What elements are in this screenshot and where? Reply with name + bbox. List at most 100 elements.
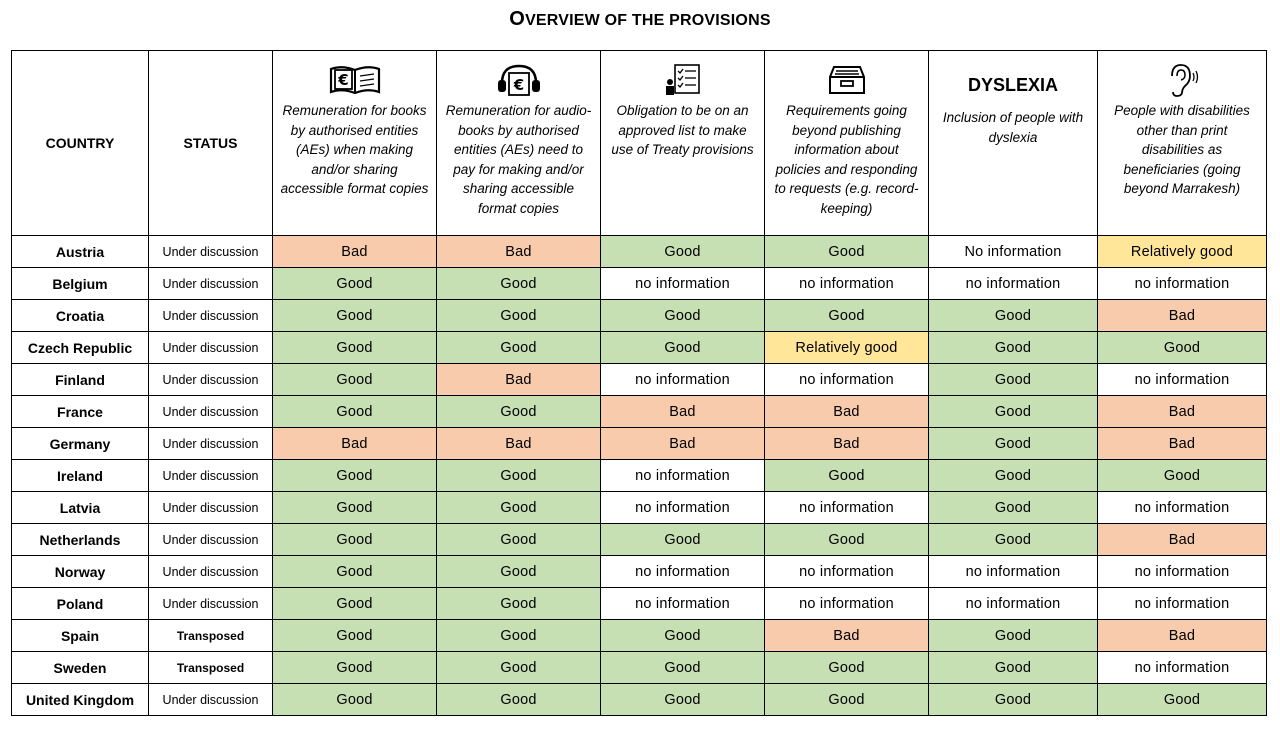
- rating-cell: Good: [436, 555, 601, 588]
- rating-cell: Good: [272, 267, 437, 300]
- rating-cell: Good: [436, 523, 601, 556]
- rating-cell: Good: [272, 459, 437, 492]
- ear-icon: [1162, 63, 1202, 97]
- column-header-approved-list: Obligation to be on an approved list to …: [600, 50, 765, 236]
- provisions-table: COUNTRY STATUS €: [11, 50, 1267, 716]
- rating-cell: Bad: [436, 363, 601, 396]
- rating-cell: Bad: [600, 395, 765, 428]
- table-row: Poland Under discussion Good Good no informa…: [11, 587, 1267, 620]
- status-cell: Under discussion: [148, 331, 273, 364]
- rating-cell: Good: [436, 587, 601, 620]
- rating-cell: Bad: [764, 427, 929, 460]
- rating-cell: Good: [600, 619, 765, 652]
- status-cell: Under discussion: [148, 491, 273, 524]
- rating-cell: No information: [928, 235, 1098, 268]
- column-header-text: Remuneration for books by authorised ent…: [280, 103, 429, 196]
- rating-cell: Bad: [1097, 523, 1267, 556]
- rating-cell: Good: [764, 683, 929, 716]
- rating-cell: Good: [272, 331, 437, 364]
- page-title: Overview of the provisions: [509, 8, 771, 30]
- country-cell: Finland: [11, 363, 149, 396]
- rating-cell: no information: [600, 587, 765, 620]
- svg-text:€: €: [512, 76, 523, 94]
- rating-cell: Good: [600, 683, 765, 716]
- status-cell: Under discussion: [148, 427, 273, 460]
- status-cell: Transposed: [148, 651, 273, 684]
- table-row: Norway Under discussion Good Good no informa…: [11, 555, 1267, 588]
- table-row: Croatia Under discussion Good Good Good Good G…: [11, 299, 1267, 332]
- country-cell: Netherlands: [11, 523, 149, 556]
- status-cell: Under discussion: [148, 235, 273, 268]
- rating-cell: Good: [1097, 683, 1267, 716]
- table-row: Latvia Under discussion Good Good no informa…: [11, 491, 1267, 524]
- table-row: Netherlands Under discussion Good Good Good G…: [11, 523, 1267, 556]
- status-cell: Under discussion: [148, 459, 273, 492]
- country-cell: Latvia: [11, 491, 149, 524]
- country-cell: Spain: [11, 619, 149, 652]
- rating-cell: Good: [928, 395, 1098, 428]
- column-header-text: Requirements going beyond publishing inf…: [774, 103, 919, 216]
- country-cell: Croatia: [11, 299, 149, 332]
- rating-cell: Good: [272, 395, 437, 428]
- rating-cell: Good: [600, 331, 765, 364]
- rating-cell: Bad: [600, 427, 765, 460]
- rating-cell: no information: [1097, 651, 1267, 684]
- column-header-text: People with disabilities other than prin…: [1114, 103, 1250, 196]
- column-header-audiobook-remuneration: € Remuneration for audio-books by author…: [436, 50, 601, 236]
- rating-cell: no information: [1097, 491, 1267, 524]
- rating-cell: no information: [764, 555, 929, 588]
- column-header-text: Inclusion of people with dyslexia: [942, 110, 1084, 145]
- rating-cell: Bad: [1097, 299, 1267, 332]
- rating-cell: Good: [928, 651, 1098, 684]
- checklist-person-icon: [663, 63, 703, 97]
- status-cell: Under discussion: [148, 299, 273, 332]
- rating-cell: Good: [436, 267, 601, 300]
- rating-cell: Good: [764, 459, 929, 492]
- country-cell: Sweden: [11, 651, 149, 684]
- rating-cell: Good: [272, 619, 437, 652]
- country-cell: Ireland: [11, 459, 149, 492]
- rating-cell: Good: [928, 459, 1098, 492]
- rating-cell: Good: [436, 395, 601, 428]
- country-cell: United Kingdom: [11, 683, 149, 716]
- rating-cell: no information: [1097, 555, 1267, 588]
- table-row: United Kingdom Under discussion Good Good Go…: [11, 683, 1267, 716]
- column-header-text: Obligation to be on an approved list to …: [611, 103, 754, 157]
- rating-cell: no information: [928, 587, 1098, 620]
- rating-cell: Good: [928, 683, 1098, 716]
- rating-cell: Good: [764, 299, 929, 332]
- column-header-dyslexia: DYSLEXIA Inclusion of people with dyslex…: [928, 50, 1098, 236]
- rating-cell: Good: [436, 459, 601, 492]
- table-row: Spain Transposed Good Good Good Bad Good Bad: [11, 619, 1267, 652]
- table-row: France Under discussion Good Good Bad Bad Good…: [11, 395, 1267, 428]
- rating-cell: no information: [600, 491, 765, 524]
- rating-cell: Good: [928, 619, 1098, 652]
- column-header-status: STATUS: [148, 50, 273, 236]
- rating-cell: no information: [1097, 363, 1267, 396]
- status-cell: Under discussion: [148, 683, 273, 716]
- rating-cell: Good: [272, 683, 437, 716]
- rating-cell: Good: [436, 331, 601, 364]
- rating-cell: Bad: [1097, 395, 1267, 428]
- rating-cell: no information: [928, 267, 1098, 300]
- rating-cell: Bad: [272, 235, 437, 268]
- rating-cell: Relatively good: [764, 331, 929, 364]
- table-row: Sweden Transposed Good Good Good Good Good no i…: [11, 651, 1267, 684]
- status-cell: Under discussion: [148, 523, 273, 556]
- rating-cell: Good: [436, 491, 601, 524]
- rating-cell: Good: [1097, 331, 1267, 364]
- column-header-other-disabilities: People with disabilities other than prin…: [1097, 50, 1267, 236]
- rating-cell: Bad: [436, 235, 601, 268]
- rating-cell: Good: [272, 651, 437, 684]
- rating-cell: Bad: [1097, 619, 1267, 652]
- rating-cell: Bad: [764, 395, 929, 428]
- rating-cell: Good: [272, 555, 437, 588]
- country-cell: Poland: [11, 587, 149, 620]
- rating-cell: no information: [764, 363, 929, 396]
- rating-cell: no information: [600, 363, 765, 396]
- country-cell: France: [11, 395, 149, 428]
- rating-cell: Good: [436, 619, 601, 652]
- rating-cell: Good: [764, 651, 929, 684]
- rating-cell: no information: [764, 267, 929, 300]
- rating-cell: Good: [600, 235, 765, 268]
